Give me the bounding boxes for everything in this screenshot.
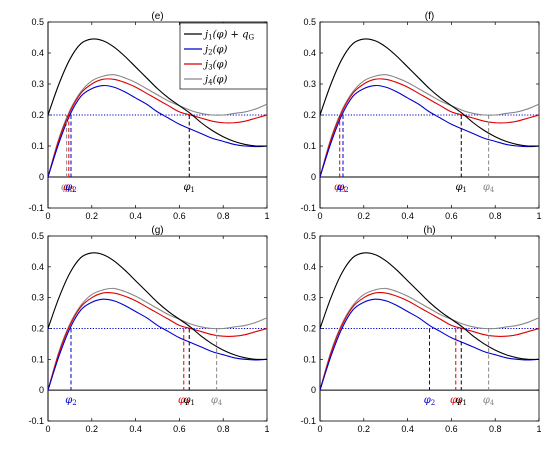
x-tick-label: 0.8 bbox=[217, 211, 230, 221]
marker-label-phi1: φ1 bbox=[184, 182, 195, 194]
y-tick-label: 0 bbox=[39, 172, 44, 182]
panel-e: -0.100.10.20.30.40.50 0.2 0.4 0.6 0.8 1φ4φ3φ2… bbox=[28, 11, 269, 221]
series-j2-line bbox=[48, 84, 267, 178]
series-j1-line bbox=[48, 252, 267, 360]
y-tick-label: 0.4 bbox=[303, 262, 316, 272]
y-tick-label: 0.5 bbox=[303, 231, 316, 241]
x-tick-label: 0.2 bbox=[358, 211, 371, 221]
x-tick-label: 0.6 bbox=[445, 424, 458, 434]
y-tick-label: 0.3 bbox=[303, 293, 316, 303]
y-tick-label: -0.1 bbox=[300, 203, 316, 213]
marker-label-phi1: φ1 bbox=[456, 182, 467, 194]
series-j1-line bbox=[48, 38, 267, 147]
panel-title: (f) bbox=[425, 11, 434, 22]
y-tick-label: -0.1 bbox=[28, 203, 44, 213]
series-j1-line bbox=[320, 38, 539, 147]
legend-entry: j1(φ) + qG bbox=[203, 30, 255, 42]
x-tick-label: 1 bbox=[536, 211, 541, 221]
y-tick-label: -0.1 bbox=[300, 416, 316, 426]
series-j2-line bbox=[320, 84, 539, 178]
marker-label-phi3: φ3 bbox=[63, 182, 74, 194]
x-tick-label: 0.4 bbox=[129, 211, 142, 221]
y-tick-label: 0.3 bbox=[31, 79, 44, 89]
x-tick-label: 0.8 bbox=[217, 424, 230, 434]
y-tick-label: 0 bbox=[39, 385, 44, 395]
y-tick-label: 0.2 bbox=[31, 324, 44, 334]
y-tick-label: 0.2 bbox=[303, 324, 316, 334]
x-tick-label: 0.2 bbox=[358, 424, 371, 434]
series-j1-line bbox=[320, 252, 539, 360]
y-tick-label: 0.3 bbox=[31, 293, 44, 303]
panel-g: -0.100.10.20.30.40.50 0.2 0.4 0.6 0.8 1φ2 φ3φ1… bbox=[28, 225, 269, 434]
y-tick-label: 0.2 bbox=[31, 110, 44, 120]
y-tick-label: 0 bbox=[311, 172, 316, 182]
series-j4-line bbox=[48, 74, 267, 178]
marker-label-phi3: φ3 bbox=[450, 395, 461, 407]
y-tick-label: 0.1 bbox=[303, 141, 316, 151]
x-tick-label: 0.2 bbox=[86, 424, 99, 434]
marker-label-phi4: φ4 bbox=[483, 182, 495, 194]
y-tick-label: -0.1 bbox=[28, 416, 44, 426]
y-tick-label: 0.5 bbox=[31, 17, 44, 27]
legend-entry: j2(φ) bbox=[203, 45, 227, 57]
y-tick-label: 0.1 bbox=[31, 141, 44, 151]
x-tick-label: 0.8 bbox=[489, 424, 502, 434]
series-j3-line bbox=[320, 292, 539, 391]
marker-label-phi4: φ4 bbox=[483, 395, 495, 407]
legend-entry: j4(φ) bbox=[203, 75, 227, 87]
x-tick-label: 0.4 bbox=[129, 424, 142, 434]
series-j4-line bbox=[48, 287, 267, 391]
series-j2-line bbox=[320, 298, 539, 391]
marker-label-phi4: φ4 bbox=[211, 395, 223, 407]
x-tick-label: 0 bbox=[317, 424, 322, 434]
x-tick-label: 0.4 bbox=[401, 424, 414, 434]
marker-label-phi2: φ2 bbox=[424, 395, 435, 407]
legend: j1(φ) + qG j2(φ) j3(φ) j4(φ) bbox=[179, 22, 268, 90]
x-tick-label: 1 bbox=[264, 424, 269, 434]
series-j3-line bbox=[48, 292, 267, 391]
marker-label-phi2: φ2 bbox=[65, 395, 76, 407]
y-tick-label: 0.1 bbox=[31, 354, 44, 364]
marker-label-phi1: φ1 bbox=[456, 395, 467, 407]
y-tick-label: 0.2 bbox=[303, 110, 316, 120]
y-tick-label: 0.4 bbox=[303, 48, 316, 58]
x-tick-label: 0 bbox=[45, 424, 50, 434]
marker-label-phi2: φ2 bbox=[337, 182, 348, 194]
legend-entry: j3(φ) bbox=[203, 60, 227, 72]
series-j3-line bbox=[320, 78, 539, 178]
x-tick-label: 1 bbox=[536, 424, 541, 434]
series-j4-line bbox=[320, 287, 539, 391]
x-tick-label: 0 bbox=[45, 211, 50, 221]
marker-label-phi1: φ1 bbox=[184, 395, 195, 407]
series-j4-line bbox=[320, 74, 539, 178]
series-j3-line bbox=[48, 78, 267, 178]
x-tick-label: 1 bbox=[264, 211, 269, 221]
panel-title: (h) bbox=[423, 225, 435, 236]
y-tick-label: 0.5 bbox=[303, 17, 316, 27]
y-tick-label: 0.4 bbox=[31, 48, 44, 58]
y-tick-label: 0.5 bbox=[31, 231, 44, 241]
y-tick-label: 0.3 bbox=[303, 79, 316, 89]
marker-label-phi2: φ2 bbox=[65, 182, 76, 194]
x-tick-label: 0 bbox=[317, 211, 322, 221]
y-tick-label: 0.1 bbox=[303, 354, 316, 364]
x-tick-label: 0.2 bbox=[86, 211, 99, 221]
x-tick-label: 0.4 bbox=[401, 211, 414, 221]
panel-title: (g) bbox=[151, 225, 163, 236]
x-tick-label: 0.6 bbox=[445, 211, 458, 221]
panel-h: -0.100.10.20.30.40.50 0.2 0.4 0.6 0.8 1φ2 φ3φ1… bbox=[300, 225, 541, 434]
y-tick-label: 0 bbox=[311, 385, 316, 395]
panel-title: (e) bbox=[151, 11, 163, 22]
legend-box bbox=[179, 22, 268, 90]
marker-label-phi3: φ3 bbox=[178, 395, 189, 407]
x-tick-label: 0.6 bbox=[173, 211, 186, 221]
series-j2-line bbox=[48, 298, 267, 391]
x-tick-label: 0.6 bbox=[173, 424, 186, 434]
y-tick-label: 0.4 bbox=[31, 262, 44, 272]
x-tick-label: 0.8 bbox=[489, 211, 502, 221]
marker-label-phi3: φ3 bbox=[334, 182, 345, 194]
marker-label-phi4: φ4 bbox=[61, 182, 73, 194]
